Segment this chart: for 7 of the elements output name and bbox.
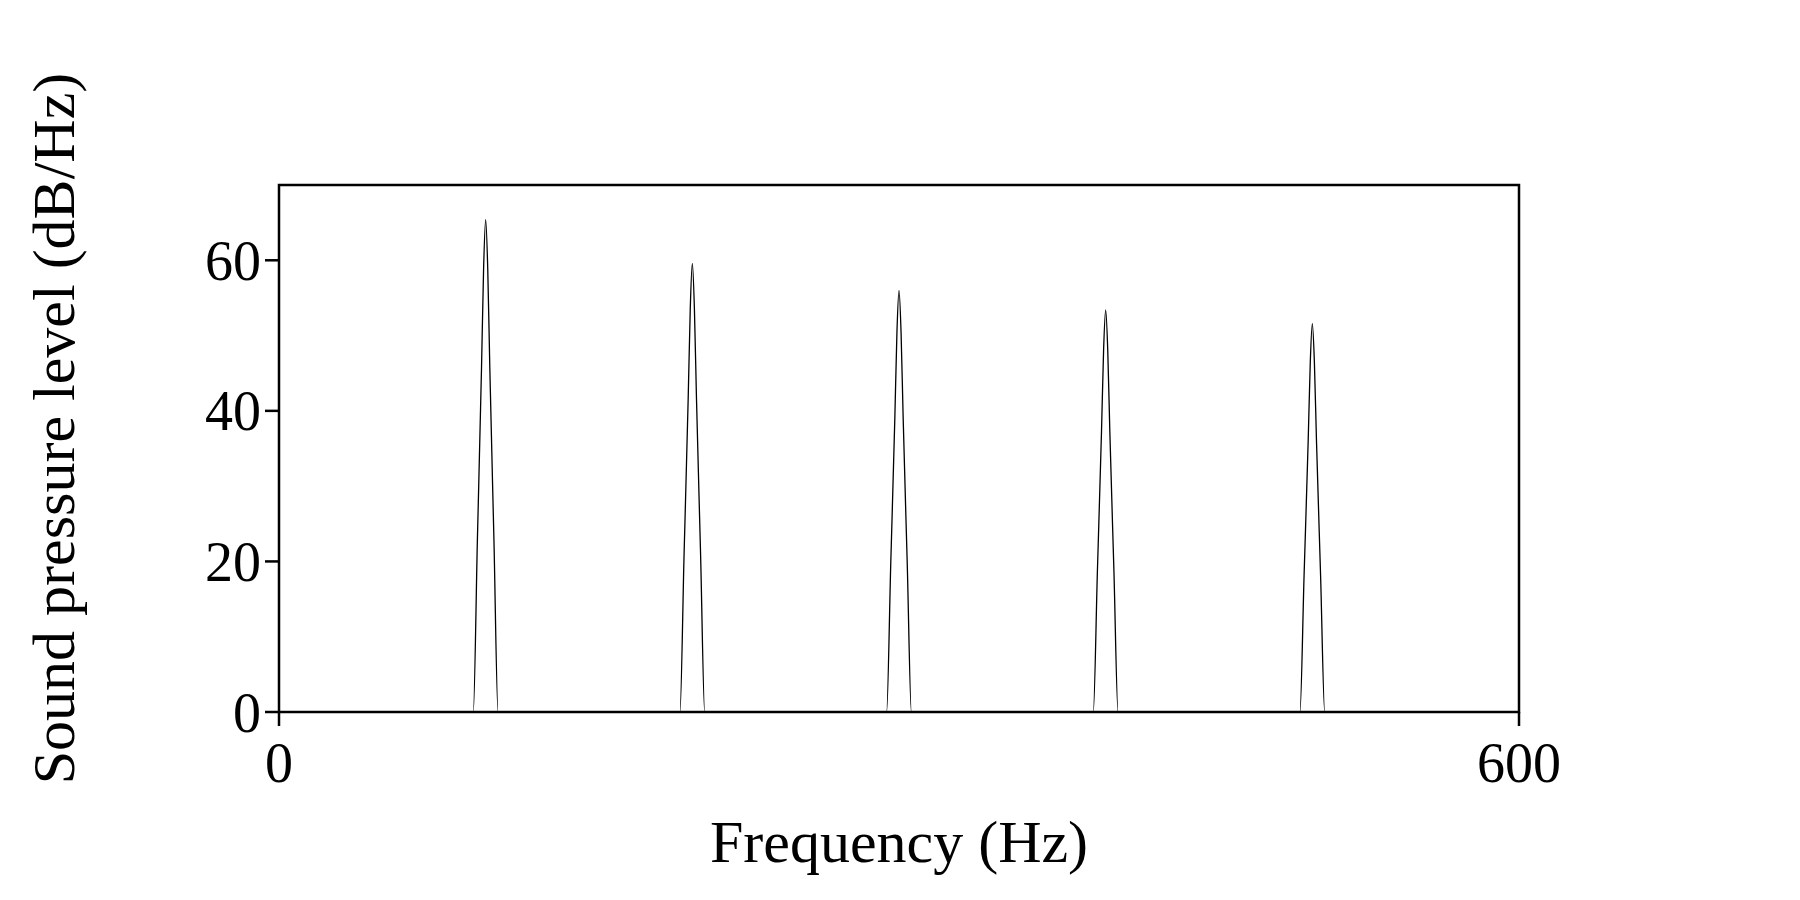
- x-tick-label: 600: [1477, 732, 1561, 794]
- y-tick-label: 20: [205, 531, 261, 594]
- y-tick-label: 40: [205, 380, 261, 443]
- y-tick-label: 60: [205, 229, 261, 292]
- x-axis-title: Frequency (Hz): [709, 809, 1089, 875]
- y-tick-label: 0: [233, 681, 261, 744]
- y-axis-title: Sound pressure level (dB/Hz): [21, 72, 87, 785]
